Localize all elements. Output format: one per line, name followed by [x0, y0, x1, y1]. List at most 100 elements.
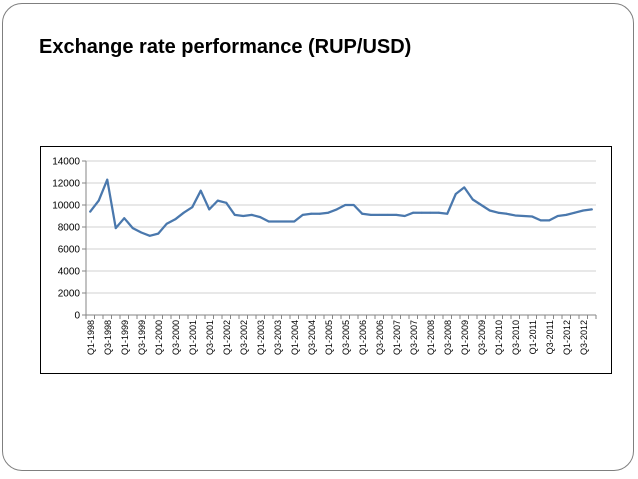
data-point — [488, 209, 491, 212]
x-tick-label: Q1-2005 — [324, 320, 334, 355]
x-tick-label: Q1-2009 — [460, 320, 470, 355]
data-point — [463, 186, 466, 189]
data-point — [369, 213, 372, 216]
data-point — [208, 208, 211, 211]
x-tick-label: Q3-2006 — [375, 320, 385, 355]
data-point — [505, 212, 508, 215]
data-point — [225, 201, 228, 204]
data-point — [352, 204, 355, 206]
x-tick-label: Q1-2008 — [426, 320, 436, 355]
data-point — [250, 213, 253, 216]
data-point — [276, 220, 279, 223]
data-point — [199, 189, 202, 192]
y-tick-label: 12000 — [52, 179, 80, 190]
x-tick-label: Q1-2003 — [256, 320, 266, 355]
line-chart: 0 2000 4000 6000 8000 10000 12000 14000 Q1-1998 Q… — [52, 157, 597, 355]
data-point — [539, 219, 542, 222]
x-tick-label: Q1-2000 — [154, 320, 164, 355]
y-tick-label: 2000 — [58, 289, 81, 300]
data-point — [242, 215, 245, 217]
data-point — [437, 211, 440, 214]
x-tick-label: Q3-2002 — [239, 320, 249, 355]
data-point — [514, 214, 517, 217]
x-tick-label: Q3-2000 — [171, 320, 181, 355]
data-point — [480, 204, 483, 206]
data-point — [497, 211, 500, 214]
x-tick-label: Q1-2010 — [494, 320, 504, 355]
page-number — [607, 466, 621, 478]
data-point — [412, 211, 415, 214]
data-point — [548, 219, 551, 222]
data-point — [403, 215, 406, 217]
data-point — [157, 232, 160, 235]
y-tick-label: 8000 — [58, 223, 81, 234]
x-tick-label: Q3-2011 — [545, 320, 555, 354]
x-tick-label: Q3-1998 — [103, 320, 113, 355]
x-tick-label: Q1-2006 — [358, 320, 368, 355]
data-point — [531, 215, 534, 218]
y-tick-label: 4000 — [58, 267, 81, 278]
data-point — [191, 206, 194, 209]
x-tick-label: Q1-2001 — [188, 320, 198, 355]
data-point — [310, 212, 313, 215]
x-tick-label: Q1-2002 — [222, 320, 232, 355]
x-tick-label: Q1-1999 — [120, 320, 130, 355]
data-point — [344, 204, 347, 206]
x-tick-label: Q3-2004 — [307, 320, 317, 355]
data-point — [420, 211, 423, 214]
x-tick-label: Q3-2009 — [477, 320, 487, 355]
data-point — [446, 212, 449, 215]
slide-title: Exchange rate performance (RUP/USD) — [39, 36, 412, 58]
data-point — [97, 199, 100, 202]
data-point — [284, 220, 287, 223]
x-tick-label: Q1-2012 — [562, 320, 572, 355]
data-point — [565, 213, 568, 216]
data-point — [216, 199, 219, 202]
data-point — [386, 213, 389, 216]
data-point — [361, 212, 364, 215]
data-point — [429, 211, 432, 214]
y-tick-label: 14000 — [52, 157, 80, 168]
data-point — [233, 213, 236, 216]
data-point — [106, 178, 109, 181]
data-point — [148, 234, 151, 237]
x-tick-label: Q3-2003 — [273, 320, 283, 355]
x-tick-label: Q3-2001 — [205, 320, 215, 355]
slide: Exchange rate performance (RUP/USD) 0 200… — [2, 3, 634, 471]
data-point — [573, 211, 576, 214]
y-tick-label: 10000 — [52, 201, 80, 212]
y-tick-label: 6000 — [58, 245, 81, 256]
x-tick-label: Q3-1999 — [137, 320, 147, 355]
data-point — [259, 216, 262, 219]
data-point — [327, 211, 330, 214]
x-tick-label: Q1-2007 — [392, 320, 402, 355]
x-tick-label: Q1-1998 — [86, 320, 96, 355]
data-point — [301, 213, 304, 216]
data-point — [182, 211, 185, 214]
data-point — [395, 213, 398, 216]
data-point — [89, 210, 92, 213]
data-point — [293, 220, 296, 223]
data-point — [582, 209, 585, 212]
data-point — [123, 217, 126, 220]
x-tick-label: Q1-2011 — [528, 320, 538, 354]
data-point — [131, 227, 134, 230]
x-tick-label: Q3-2007 — [409, 320, 419, 355]
data-point — [165, 222, 168, 225]
x-tick-label: Q3-2012 — [579, 320, 589, 355]
data-point — [471, 198, 474, 201]
data-point — [556, 215, 559, 217]
data-point — [267, 220, 270, 223]
data-point — [318, 212, 321, 215]
chart-frame: 0 2000 4000 6000 8000 10000 12000 14000 Q1-1998 Q… — [40, 146, 612, 374]
x-tick-label: Q3-2010 — [511, 320, 521, 355]
data-point — [140, 231, 143, 234]
data-point — [590, 208, 593, 211]
data-point — [114, 227, 117, 230]
y-tick-label: 0 — [74, 311, 80, 322]
data-point — [174, 218, 177, 221]
x-tick-label: Q1-2004 — [290, 320, 300, 355]
data-point — [522, 215, 525, 217]
series-line — [89, 178, 593, 237]
x-tick-label: Q3-2005 — [341, 320, 351, 355]
